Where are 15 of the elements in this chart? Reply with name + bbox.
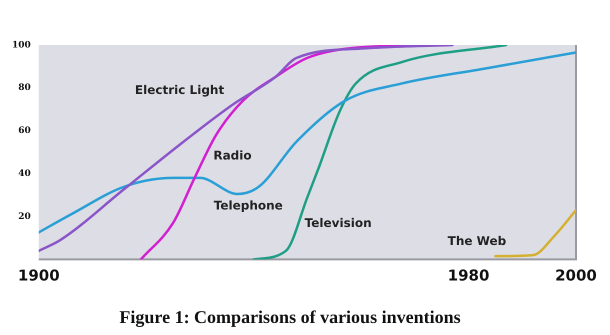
text: Figure 1: Comparisons of various inventions [119, 306, 461, 327]
x-tick-label: 1980 [448, 266, 490, 284]
line-series [38, 51, 576, 234]
y-tick-label: 40 [18, 168, 31, 179]
y-tick-label: 20 [18, 212, 31, 222]
x-tick-label: 2000 [555, 266, 597, 284]
series-label: Electric Light [134, 83, 224, 98]
series-label: The Web [448, 234, 507, 248]
y-tick-label: 80 [18, 83, 31, 94]
y-tick-label: 100 [12, 40, 31, 50]
series-label: Telephone [214, 198, 283, 212]
series-label: Television [304, 216, 372, 230]
y-tick-label: 60 [18, 126, 31, 136]
series-label: Radio [213, 148, 252, 163]
x-tick-label: 1900 [18, 266, 60, 284]
